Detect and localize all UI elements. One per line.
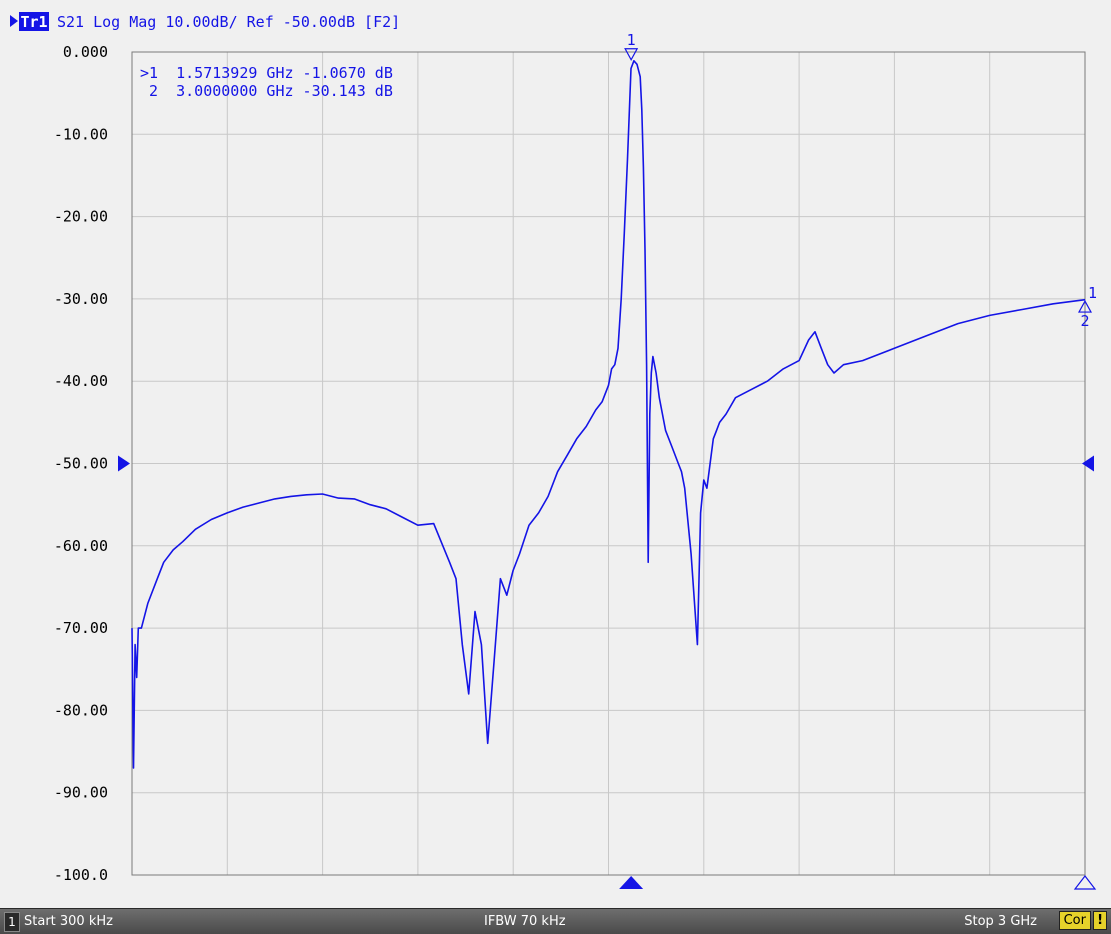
trace-s21	[131, 59, 1086, 769]
active-marker-stimulus-icon	[619, 876, 644, 889]
y-tick-label: -90.00	[54, 784, 108, 802]
marker-triangle-icon	[1077, 299, 1093, 313]
chart-background	[0, 0, 1111, 908]
y-tick-label: -100.0	[54, 866, 108, 884]
trace-badge[interactable]: Tr1	[20, 13, 47, 31]
reference-indicators	[118, 455, 1097, 890]
y-tick-label: -10.00	[54, 125, 108, 143]
marker-label: 1	[627, 31, 636, 49]
markers: 1 2 1	[624, 31, 1097, 330]
y-tick-label: -80.00	[54, 701, 108, 719]
ifbw-value[interactable]: IFBW 70 kHz	[484, 914, 566, 929]
trace-chart: 0.000 -10.00 -20.00 -30.00 -40.00 -50.00 -60.0…	[0, 0, 1111, 908]
y-tick-label: 0.000	[63, 43, 108, 61]
warning-flag[interactable]: !	[1093, 911, 1107, 930]
marker-2-stimulus-icon	[1073, 875, 1097, 890]
marker-label: 2	[1080, 312, 1089, 330]
marker-readout-1: >1 1.5713929 GHz -1.0670 dB	[140, 64, 393, 82]
channel-indicator[interactable]: 1	[4, 912, 20, 932]
y-axis-ticks: 0.000 -10.00 -20.00 -30.00 -40.00 -50.00 -60.0…	[54, 43, 108, 884]
start-frequency[interactable]: Start 300 kHz	[24, 914, 113, 929]
y-tick-label: -70.00	[54, 619, 108, 637]
ref-level-right-icon	[1082, 455, 1094, 472]
y-tick-label: -20.00	[54, 208, 108, 226]
trace-info: S21 Log Mag 10.00dB/ Ref -50.00dB [F2]	[57, 13, 400, 31]
y-tick-label: -40.00	[54, 372, 108, 390]
y-tick-label: -60.00	[54, 537, 108, 555]
trace-badge-bg[interactable]	[19, 12, 49, 31]
ref-level-left-icon	[118, 455, 130, 472]
edge-marker-label: 1	[1088, 284, 1097, 302]
marker-2: 2	[1077, 299, 1093, 330]
stop-frequency[interactable]: Stop 3 GHz	[964, 914, 1037, 929]
marker-1: 1	[624, 31, 639, 62]
marker-readout-2: 2 3.0000000 GHz -30.143 dB	[140, 82, 393, 100]
y-tick-label: -30.00	[54, 290, 108, 308]
correction-badge[interactable]: Cor	[1058, 911, 1091, 930]
status-bar: 1 Start 300 kHz IFBW 70 kHz Stop 3 GHz C…	[0, 908, 1111, 934]
trace-active-arrow-icon	[10, 15, 18, 27]
marker-triangle-icon	[624, 48, 639, 62]
trace-line	[131, 59, 1086, 769]
y-tick-label: -50.00	[54, 455, 108, 473]
